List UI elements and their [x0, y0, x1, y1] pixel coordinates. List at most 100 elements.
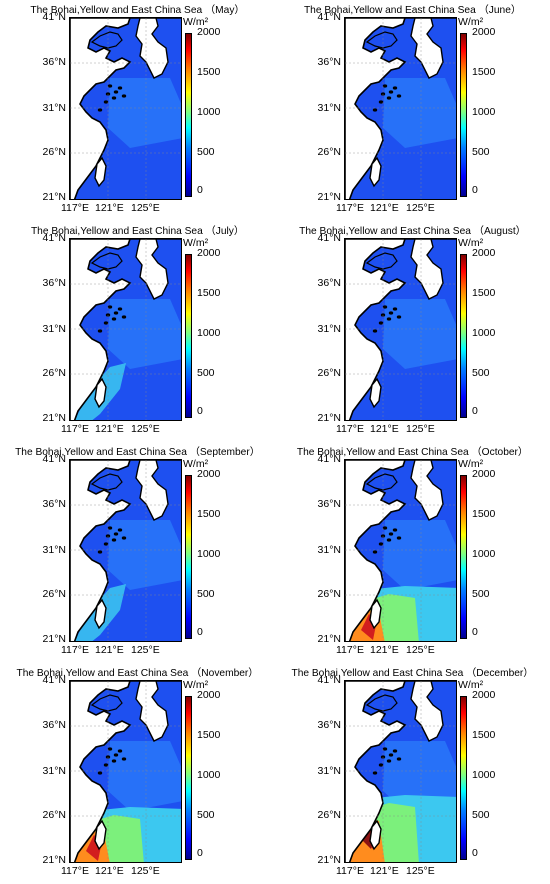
lon-tick-label: 121°E — [370, 865, 399, 877]
colorbar-tick-label: 0 — [197, 847, 203, 859]
lon-tick-label: 121°E — [95, 423, 124, 435]
map-panel: The Bohai,Yellow and East China Sea （Sep… — [0, 442, 275, 663]
colorbar-unit: W/m² — [458, 458, 484, 470]
colorbar-unit: W/m² — [183, 16, 209, 28]
panel-title: The Bohai,Yellow and East China Sea （Dec… — [291, 668, 534, 679]
lat-tick-label: 36°N — [317, 498, 341, 510]
lat-tick-label: 21°N — [42, 854, 66, 866]
colorbar-tick-label: 1500 — [197, 729, 221, 741]
lat-tick-label: 26°N — [42, 367, 66, 379]
lat-tick-label: 21°N — [317, 854, 341, 866]
lon-tick-label: 125°E — [406, 865, 435, 877]
lat-tick-label: 41°N — [317, 453, 341, 465]
colorbar-tick-label: 1500 — [472, 729, 496, 741]
lon-tick-label: 125°E — [131, 865, 160, 877]
colorbar-tick-label: 1000 — [197, 769, 221, 781]
lat-tick-label: 41°N — [42, 453, 66, 465]
lat-tick-label: 36°N — [317, 719, 341, 731]
lon-tick-label: 117°E — [336, 644, 364, 656]
colorbar-tick-label: 500 — [197, 146, 215, 158]
sea-field-map — [70, 460, 181, 641]
lat-tick-label: 31°N — [317, 323, 341, 335]
colorbar-tick-label: 2000 — [197, 26, 221, 38]
lat-tick-label: 26°N — [317, 367, 341, 379]
colorbar — [185, 696, 192, 860]
lat-tick-label: 31°N — [317, 765, 341, 777]
lat-tick-label: 36°N — [42, 719, 66, 731]
colorbar-tick-label: 500 — [472, 367, 490, 379]
lat-tick-label: 36°N — [42, 277, 66, 289]
map-frame — [69, 680, 182, 863]
lon-tick-label: 125°E — [406, 644, 435, 656]
colorbar-unit: W/m² — [458, 16, 484, 28]
panel-title: The Bohai,Yellow and East China Sea （Sep… — [15, 447, 260, 458]
colorbar-tick-label: 500 — [197, 809, 215, 821]
lat-tick-label: 21°N — [317, 412, 341, 424]
colorbar-tick-label: 2000 — [472, 689, 496, 701]
colorbar — [185, 475, 192, 639]
colorbar-tick-label: 500 — [472, 146, 490, 158]
colorbar-tick-label: 500 — [472, 809, 490, 821]
colorbar-tick-label: 500 — [472, 588, 490, 600]
lat-tick-label: 21°N — [317, 191, 341, 203]
lat-tick-label: 21°N — [42, 633, 66, 645]
sea-field-map — [345, 18, 456, 199]
lon-tick-label: 117°E — [61, 202, 89, 214]
colorbar-tick-label: 0 — [472, 184, 478, 196]
lon-tick-label: 125°E — [131, 423, 160, 435]
lat-tick-label: 21°N — [317, 633, 341, 645]
colorbar-unit: W/m² — [458, 237, 484, 249]
colorbar-tick-label: 1000 — [472, 769, 496, 781]
colorbar-tick-label: 1500 — [472, 66, 496, 78]
lat-tick-label: 31°N — [317, 544, 341, 556]
lon-tick-label: 117°E — [61, 423, 89, 435]
lat-tick-label: 26°N — [42, 146, 66, 158]
sea-field-map — [345, 460, 456, 641]
lat-tick-label: 26°N — [317, 809, 341, 821]
lat-tick-label: 41°N — [317, 232, 341, 244]
colorbar-tick-label: 1000 — [472, 548, 496, 560]
lat-tick-label: 36°N — [42, 498, 66, 510]
lon-tick-label: 121°E — [370, 202, 399, 214]
colorbar-tick-label: 2000 — [197, 247, 221, 259]
lat-tick-label: 21°N — [42, 191, 66, 203]
lat-tick-label: 31°N — [42, 544, 66, 556]
colorbar-tick-label: 1000 — [197, 327, 221, 339]
colorbar-unit: W/m² — [183, 458, 209, 470]
lon-tick-label: 125°E — [131, 202, 160, 214]
colorbar — [460, 696, 467, 860]
map-frame — [344, 17, 457, 200]
colorbar-tick-label: 0 — [472, 626, 478, 638]
panel-title: The Bohai,Yellow and East China Sea （Nov… — [16, 668, 259, 679]
colorbar-tick-label: 0 — [472, 847, 478, 859]
panel-title: The Bohai,Yellow and East China Sea （Oct… — [296, 447, 529, 458]
colorbar-tick-label: 1500 — [472, 508, 496, 520]
map-frame — [69, 17, 182, 200]
sea-field-map — [70, 681, 181, 862]
lat-tick-label: 31°N — [42, 323, 66, 335]
colorbar-tick-label: 1500 — [197, 508, 221, 520]
lon-tick-label: 117°E — [61, 644, 89, 656]
colorbar-tick-label: 500 — [197, 588, 215, 600]
lat-tick-label: 41°N — [317, 674, 341, 686]
sea-field-map — [70, 239, 181, 420]
lat-tick-label: 21°N — [42, 412, 66, 424]
colorbar-tick-label: 1000 — [197, 106, 221, 118]
colorbar-unit: W/m² — [458, 679, 484, 691]
sea-field-map — [70, 18, 181, 199]
colorbar — [460, 475, 467, 639]
colorbar-tick-label: 0 — [197, 184, 203, 196]
colorbar-tick-label: 0 — [197, 626, 203, 638]
lat-tick-label: 26°N — [317, 146, 341, 158]
lon-tick-label: 125°E — [406, 423, 435, 435]
colorbar-tick-label: 1000 — [472, 106, 496, 118]
lon-tick-label: 121°E — [95, 865, 124, 877]
colorbar-tick-label: 1500 — [197, 66, 221, 78]
colorbar-tick-label: 0 — [472, 405, 478, 417]
colorbar-tick-label: 500 — [197, 367, 215, 379]
lat-tick-label: 36°N — [42, 56, 66, 68]
sea-field-map — [345, 681, 456, 862]
panel-title: The Bohai,Yellow and East China Sea （Aug… — [299, 226, 526, 237]
map-panel: The Bohai,Yellow and East China Sea （Jul… — [0, 221, 275, 442]
map-panel: The Bohai,Yellow and East China Sea （May… — [0, 0, 275, 221]
